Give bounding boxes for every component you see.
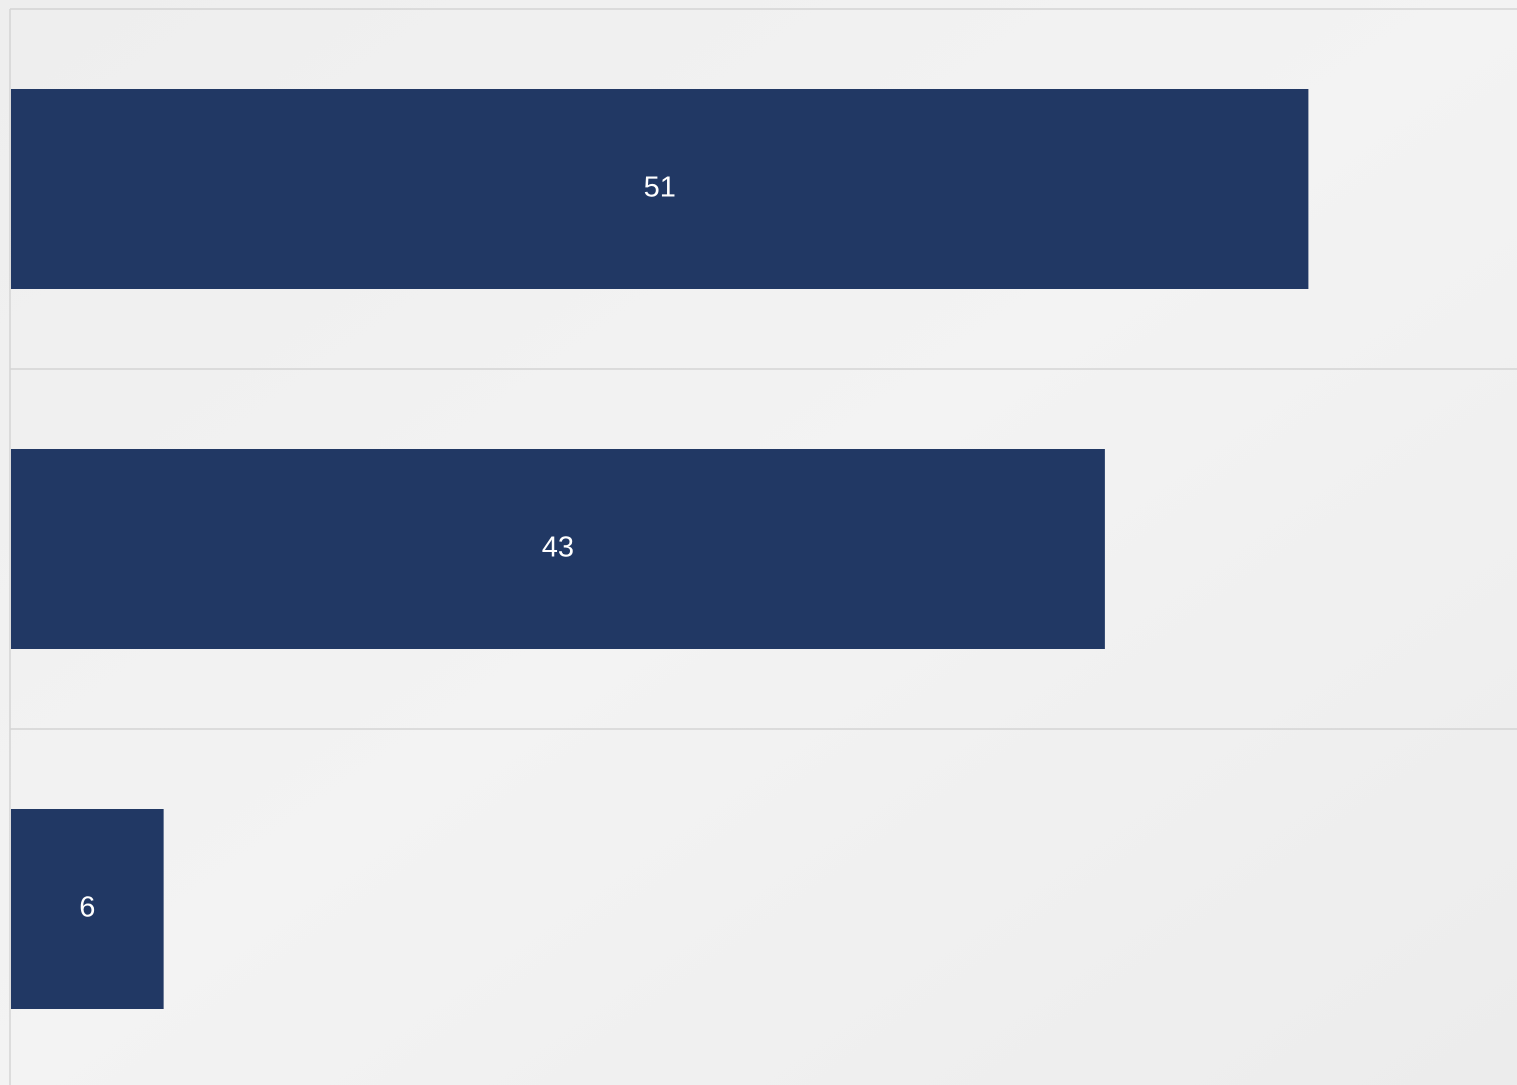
data-label: 6: [79, 892, 95, 924]
bar: [11, 449, 1105, 649]
bar: [11, 809, 164, 1009]
data-label: 51: [644, 172, 676, 204]
data-label: 43: [542, 532, 574, 564]
bar: [11, 89, 1309, 289]
